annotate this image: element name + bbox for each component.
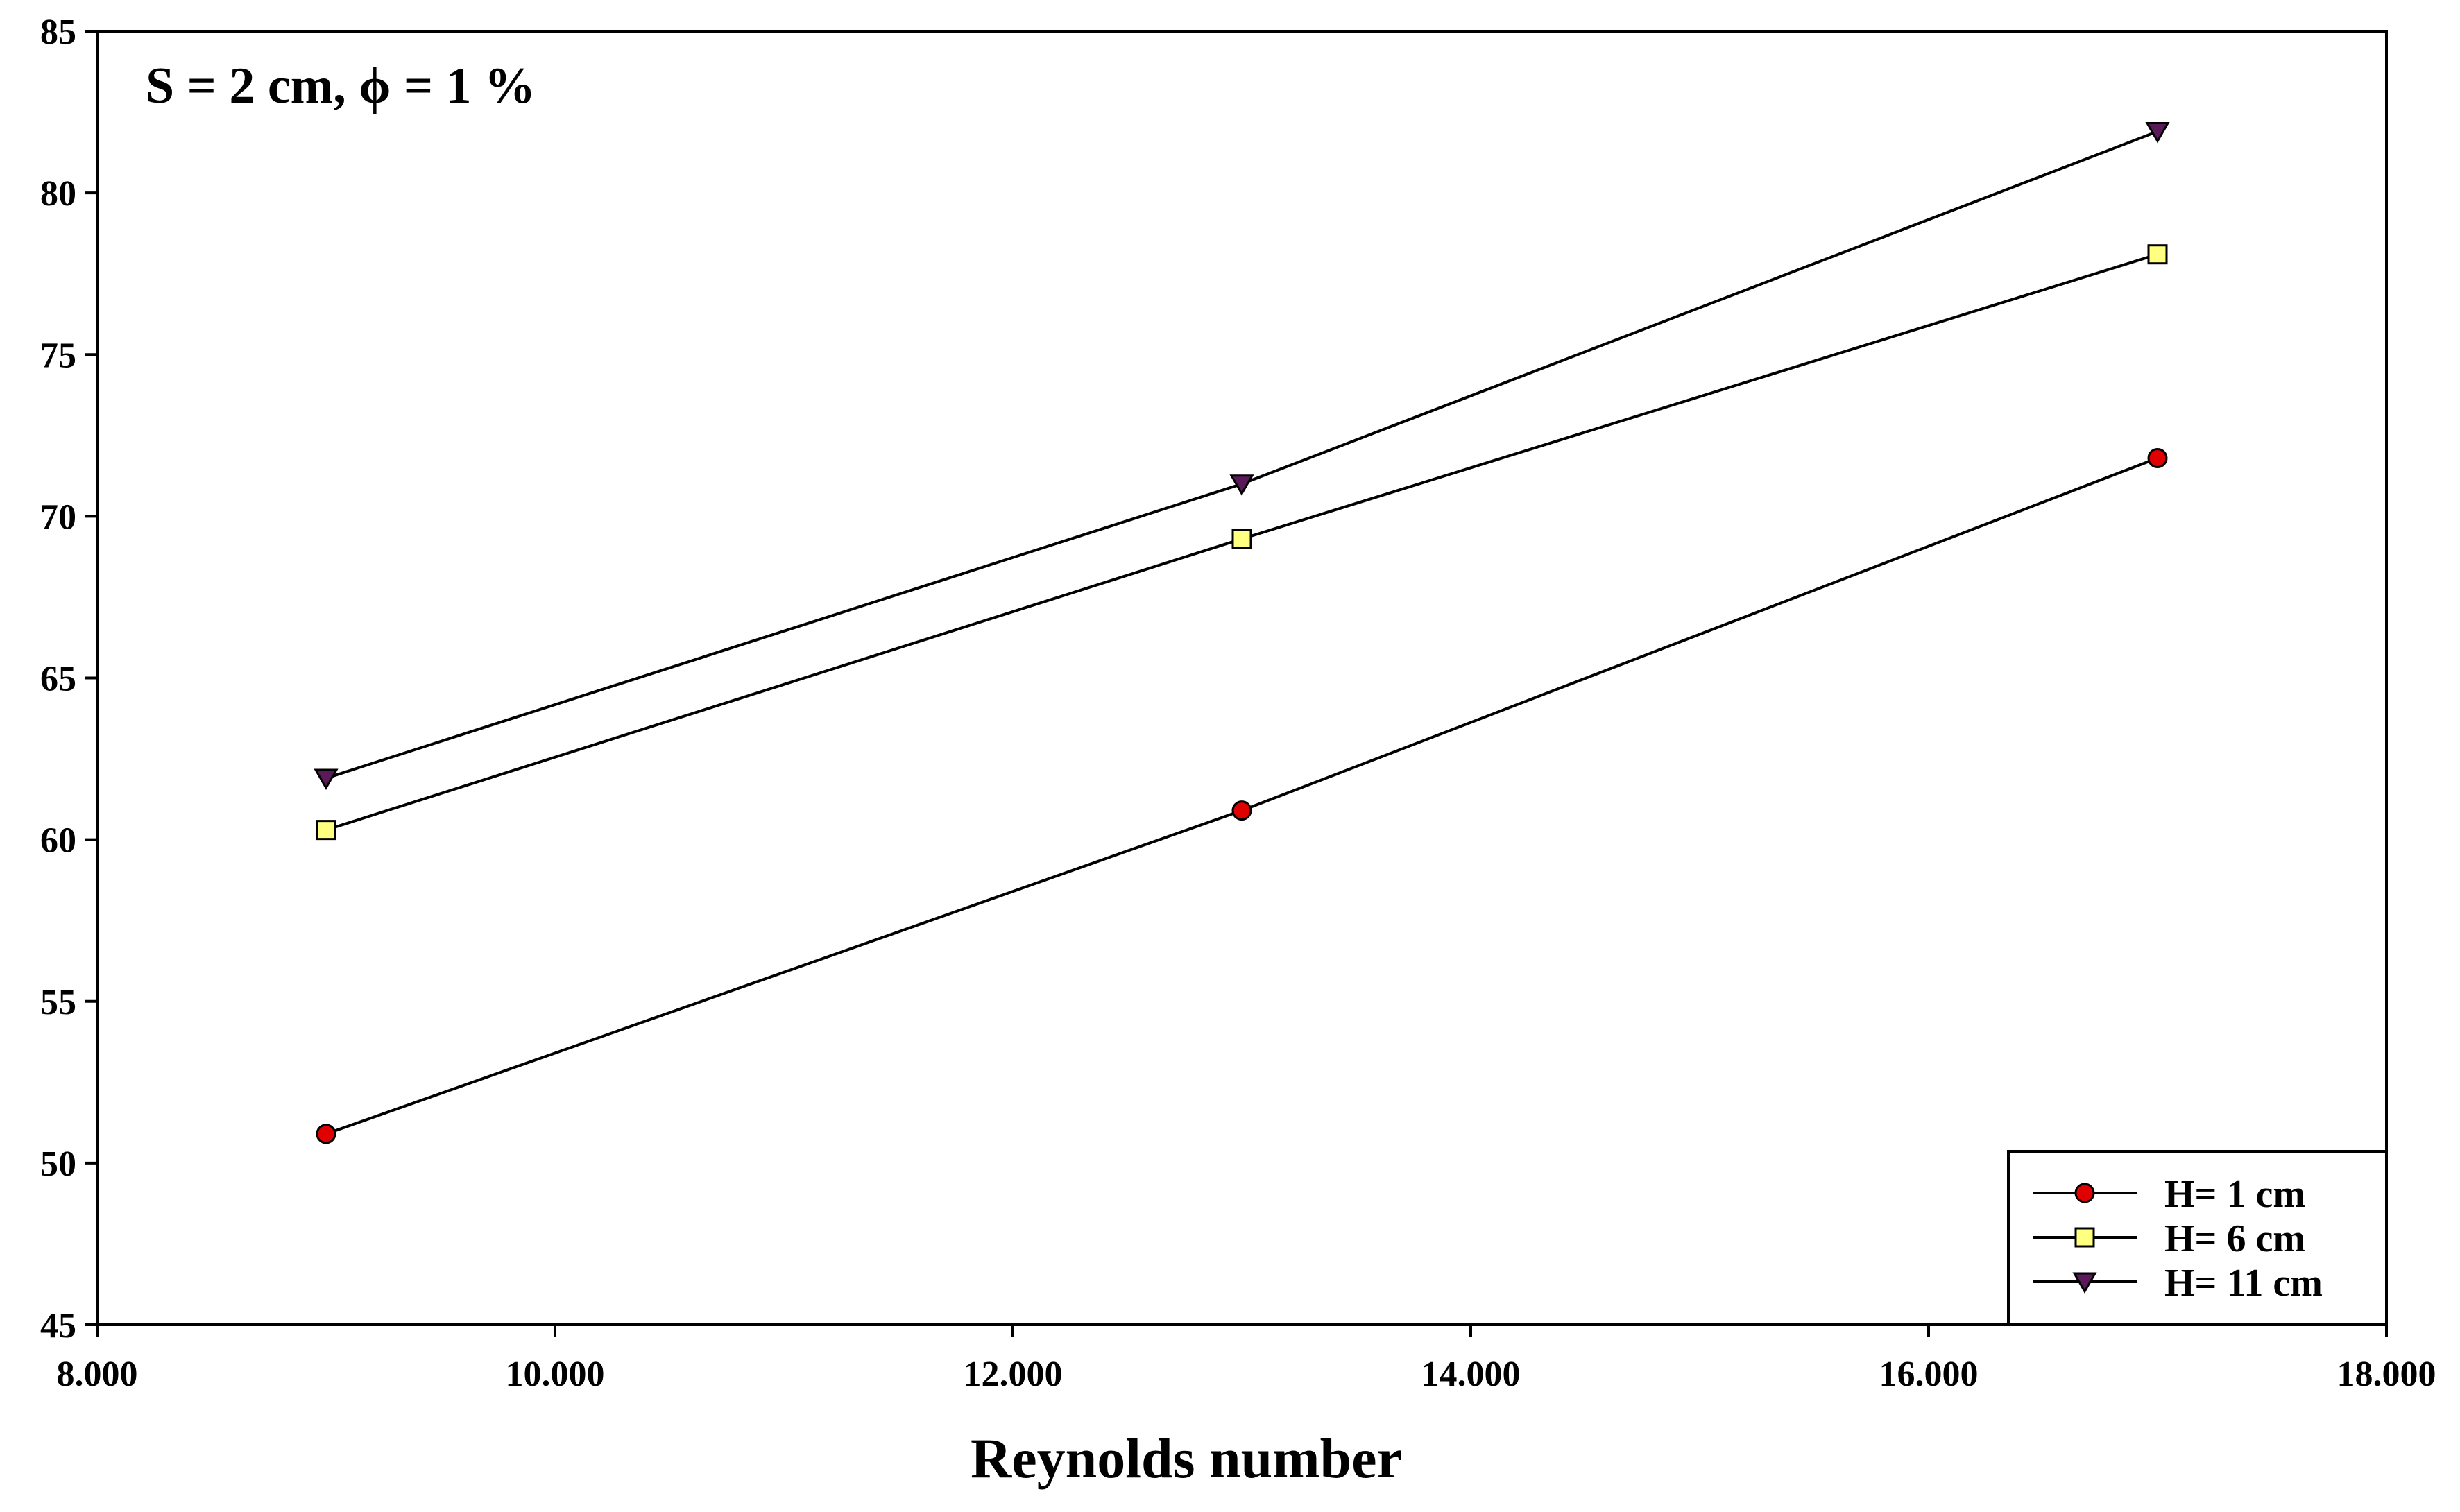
data-point-series-3 xyxy=(2145,122,2170,144)
y-tick-label: 50 xyxy=(40,1144,76,1184)
x-axis: 8.000 10.000 12.000 14.000 16.000 18.000 xyxy=(57,1325,2436,1394)
y-tick-label: 75 xyxy=(40,336,76,375)
y-tick-label: 65 xyxy=(40,660,76,699)
legend-label: H= 6 cm xyxy=(2164,1217,2305,1260)
y-tick-label: 70 xyxy=(40,497,76,537)
legend-marker-1 xyxy=(2074,1183,2095,1203)
x-axis-label: Reynolds number xyxy=(971,1427,1402,1490)
x-tick-label: 12.000 xyxy=(964,1355,1063,1394)
plot-frame xyxy=(96,30,2388,1326)
x-tick-label: 18.000 xyxy=(2337,1355,2436,1394)
y-tick-label: 45 xyxy=(40,1306,76,1346)
legend-label: H= 1 cm xyxy=(2164,1173,2305,1216)
y-tick-label: 85 xyxy=(40,12,76,52)
data-point-series-1 xyxy=(1231,800,1252,821)
legend-label: H= 11 cm xyxy=(2164,1262,2323,1305)
chart-annotation: S = 2 cm, ϕ = 1 % xyxy=(146,58,536,114)
data-point-series-2 xyxy=(316,820,336,841)
data-point-series-2 xyxy=(2147,244,2168,265)
legend-marker-3 xyxy=(2072,1272,2097,1294)
x-tick-label: 8.000 xyxy=(57,1355,138,1394)
series-layer xyxy=(314,122,2170,1144)
data-point-series-3 xyxy=(1229,474,1254,496)
x-tick-label: 10.000 xyxy=(506,1355,605,1394)
y-tick-label: 80 xyxy=(40,174,76,214)
data-point-series-2 xyxy=(1231,529,1252,549)
data-point-series-1 xyxy=(316,1124,336,1144)
legend: H= 1 cmH= 6 cmH= 11 cm xyxy=(2007,1150,2388,1326)
data-point-series-1 xyxy=(2147,447,2168,468)
y-tick-label: 60 xyxy=(40,821,76,861)
legend-marker-2 xyxy=(2074,1227,2095,1248)
x-tick-label: 16.000 xyxy=(1879,1355,1979,1394)
data-point-series-3 xyxy=(314,768,339,791)
series-line-1 xyxy=(325,456,2158,1135)
y-axis: 45 50 55 60 65 70 75 80 85 xyxy=(40,12,97,1346)
y-tick-label: 55 xyxy=(40,983,76,1022)
x-tick-label: 14.000 xyxy=(1421,1355,1521,1394)
series-line-3 xyxy=(325,130,2158,780)
